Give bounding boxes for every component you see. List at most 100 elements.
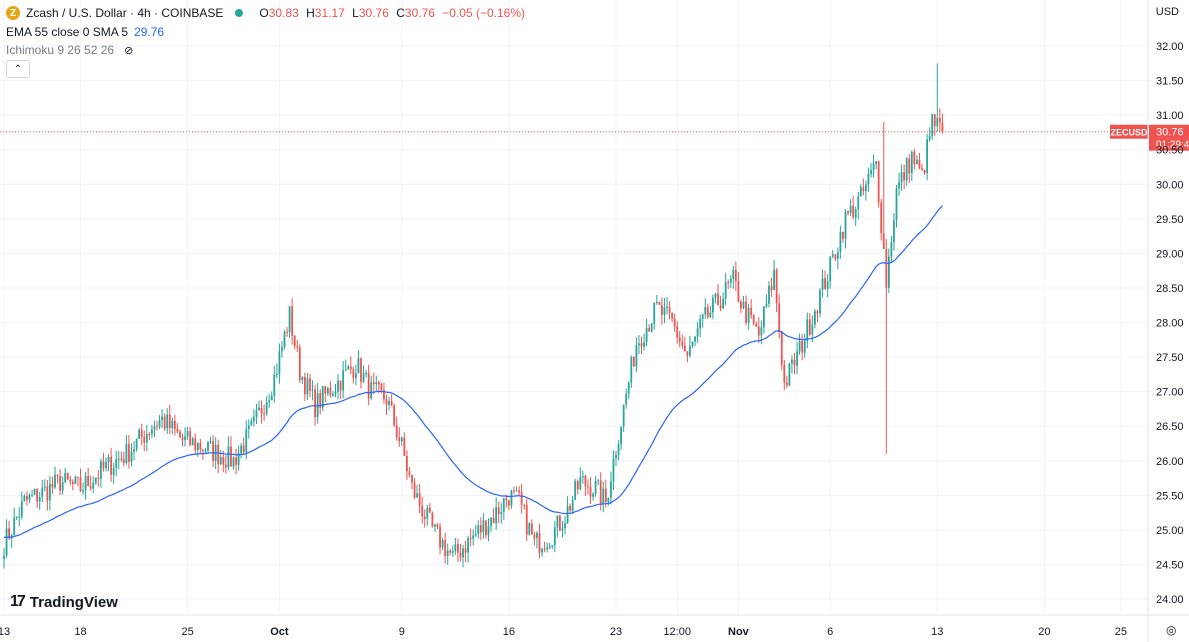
candle [286,327,288,337]
candle [617,440,620,461]
candle-body [66,472,69,480]
ema-legend[interactable]: EMA 55 close 0 SMA 5 29.76 [6,25,164,39]
candle-body [589,486,592,497]
candle-body [485,520,487,536]
price-axis[interactable]: 24.00 24.50 25.00 25.50 26.00 26.50 27.00 27.50… [1147,0,1184,642]
price-tick-label: 27.00 [1156,387,1184,399]
candle-body [291,306,294,336]
candle [115,450,118,477]
candle [510,489,513,509]
candle-body [326,388,329,394]
candle [694,336,696,347]
candle [138,427,141,440]
candle-body [395,425,398,438]
time-tick-label: 20 [1038,626,1050,638]
candle [31,489,33,498]
candle-body [505,498,508,501]
candle [885,238,888,454]
candle [173,414,176,436]
candle-body [372,382,375,385]
candle [324,386,327,403]
currency-label[interactable]: USD [1155,6,1179,18]
tradingview-logo[interactable]: 17 TradingView [10,593,118,611]
candle [505,494,508,508]
open-label: O [259,6,269,20]
candle [836,247,839,270]
candle [882,122,885,250]
candle-body [696,328,699,337]
candle [801,333,804,361]
candle-body [125,443,128,463]
candle [732,265,735,289]
candle [645,318,648,347]
candle-body [454,544,457,551]
candle [64,467,67,484]
candle-body [230,446,232,467]
candle [189,426,192,447]
candle [283,329,286,350]
candle [153,420,156,438]
candle [191,436,194,446]
candle [752,314,755,326]
candle-body [431,512,434,527]
candle [94,477,97,485]
settings-icon[interactable]: ◎ [1166,623,1177,637]
candle-body [444,540,447,556]
candle [541,547,543,557]
candle-body [893,220,895,243]
candle [908,154,911,183]
candle [176,423,179,434]
candle-body [324,386,327,394]
candle-body [824,278,826,289]
ichimoku-legend[interactable]: Ichimoku 9 26 52 26 ⊘ [6,43,133,57]
candle-body [179,431,181,438]
candle [671,312,673,323]
candle-body [436,524,439,527]
candle [46,480,49,511]
candle-body [862,187,865,192]
candle [372,372,375,395]
candle [701,313,704,328]
candle-body [390,401,393,406]
candle [69,475,72,486]
candle [798,333,801,355]
candle [513,486,515,495]
candle [408,466,411,478]
candle [750,299,753,319]
candle-body [298,347,301,381]
candle-body [913,151,916,165]
chevron-up-icon[interactable]: ⌃ [6,60,30,78]
candle [923,169,926,175]
candle-body [847,211,849,214]
candle [852,196,855,220]
candle [421,496,424,524]
candle [301,376,304,384]
eye-hidden-icon[interactable]: ⊘ [124,44,134,57]
candle [247,419,250,439]
candle [240,443,243,459]
candle [566,496,569,524]
candle-body [910,151,913,174]
candle-body [574,481,577,500]
candle [135,438,138,452]
candle-body [727,282,730,284]
symbol-legend[interactable]: Z Zcash / U.S. Dollar · 4h · COINBASE O3… [6,6,529,20]
candle [344,359,347,372]
candle [574,478,577,501]
candle [627,380,630,399]
price-tick-label: 24.00 [1156,594,1184,606]
candle [673,313,676,332]
candle [824,270,826,290]
candle-body [133,449,135,452]
candle-body [457,544,459,553]
candle-body [811,324,814,335]
candle [900,164,903,191]
countdown-tag: 01:29:44 [1156,140,1189,151]
candle [770,277,773,297]
candle-body [928,135,931,140]
time-axis[interactable]: 13 18 25 Oct 9 16 23 12:00 Nov 6 13 20 25 [0,614,1189,638]
candle-body [209,441,212,443]
candle-body [898,182,900,189]
